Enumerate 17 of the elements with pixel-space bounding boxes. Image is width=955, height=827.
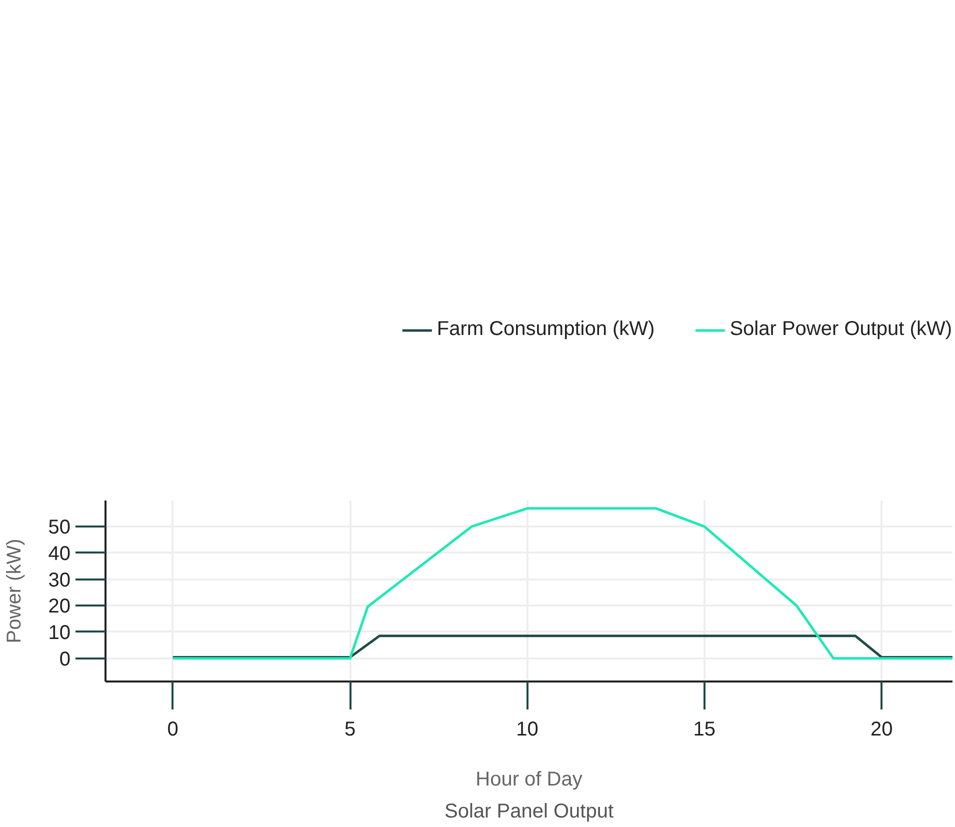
y-axis-title: Power (kW) (3, 538, 26, 644)
x-tick-label: 20 (870, 718, 893, 740)
y-tick-label: 0 (59, 648, 70, 670)
x-axis-title: Hour of Day (476, 768, 582, 790)
y-tick-label: 10 (48, 622, 71, 644)
x-tick-label: 15 (693, 718, 716, 740)
text: Solar Panel Output (444, 800, 614, 822)
y-tick-label: 40 (48, 542, 71, 565)
legend-label: Solar Power Output (kW) (730, 318, 952, 341)
legend-label: Farm Consumption (kW) (436, 318, 655, 341)
line-series (172, 507, 952, 660)
y-tick-label: 30 (48, 569, 71, 592)
x-tick-label: 10 (516, 718, 538, 740)
x-tick-label: 0 (167, 718, 178, 740)
y-tick-label: 50 (48, 516, 71, 539)
x-tick-label: 5 (344, 718, 356, 740)
y-tick-label: 20 (48, 596, 71, 618)
